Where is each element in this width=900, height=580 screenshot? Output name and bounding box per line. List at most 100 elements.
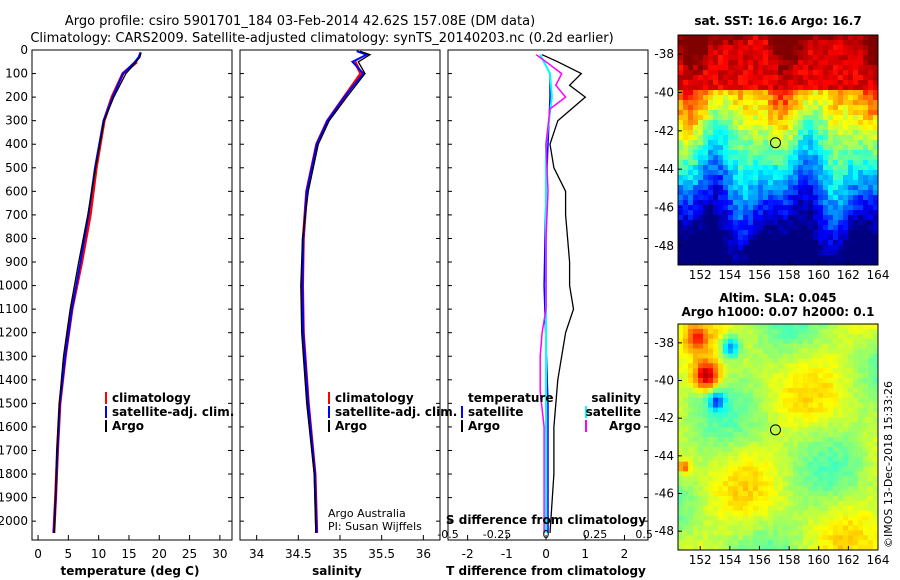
map-cell xyxy=(778,387,784,394)
map-cell xyxy=(868,328,874,335)
map-cell xyxy=(858,155,864,161)
map-cell xyxy=(753,387,759,394)
map-cell xyxy=(763,105,769,111)
map-cell xyxy=(708,145,714,151)
map-cell xyxy=(783,120,789,126)
map-cell xyxy=(828,40,834,46)
map-cell xyxy=(683,437,689,443)
map-cell xyxy=(678,432,684,438)
map-cell xyxy=(853,471,859,477)
map-cell xyxy=(823,417,829,423)
map-cell xyxy=(763,225,769,231)
map-cell xyxy=(828,255,834,261)
map-y-tick-label: -42 xyxy=(654,124,674,138)
map-cell xyxy=(768,491,774,497)
map-cell xyxy=(863,432,869,438)
map-cell xyxy=(833,432,839,438)
map-cell xyxy=(763,135,769,141)
map-cell xyxy=(773,338,779,344)
map-cell xyxy=(738,155,744,161)
map-cell xyxy=(853,466,859,472)
map-cell xyxy=(763,110,769,116)
map-cell xyxy=(698,35,704,41)
map-cell xyxy=(688,456,694,462)
map-cell xyxy=(808,90,814,96)
map-cell xyxy=(843,397,849,403)
map-cell xyxy=(838,190,844,196)
map-cell xyxy=(708,130,714,136)
map-cell xyxy=(743,205,749,211)
map-cell xyxy=(828,417,834,423)
map-cell xyxy=(738,348,744,354)
map-cell xyxy=(853,328,859,335)
map-cell xyxy=(728,105,734,111)
map-cell xyxy=(698,180,704,186)
map-cell xyxy=(743,486,749,492)
map-cell xyxy=(713,100,719,106)
map-cell xyxy=(873,250,879,256)
map-cell xyxy=(803,392,809,398)
map-cell xyxy=(723,155,729,161)
map-cell xyxy=(868,80,874,86)
map-cell xyxy=(758,333,764,340)
map-cell xyxy=(753,437,759,443)
map-cell xyxy=(758,392,764,398)
map-cell xyxy=(798,130,804,136)
map-cell xyxy=(808,520,814,526)
map-cell xyxy=(873,481,879,487)
map-cell xyxy=(753,343,759,349)
map-cell xyxy=(798,150,804,156)
map-cell xyxy=(743,481,749,487)
map-cell xyxy=(698,145,704,151)
map-cell xyxy=(828,471,834,477)
map-cell xyxy=(768,382,774,389)
map-cell xyxy=(858,348,864,354)
map-cell xyxy=(798,235,804,241)
map-cell xyxy=(808,160,814,166)
map-cell xyxy=(688,515,694,521)
map-cell xyxy=(773,402,779,408)
map-cell xyxy=(803,520,809,526)
map-cell xyxy=(813,50,819,56)
map-cell xyxy=(848,348,854,354)
map-cell xyxy=(763,260,769,266)
map-cell xyxy=(833,505,839,511)
map-cell xyxy=(703,105,709,111)
map-cell xyxy=(823,200,829,206)
map-cell xyxy=(718,95,724,101)
map-cell xyxy=(783,165,789,171)
map-cell xyxy=(803,432,809,438)
map-cell xyxy=(868,481,874,487)
map-cell xyxy=(748,422,754,428)
map-cell xyxy=(868,125,874,131)
map-cell xyxy=(678,235,684,241)
map-cell xyxy=(678,175,684,181)
map-cell xyxy=(788,353,794,359)
map-cell xyxy=(713,85,719,91)
map-cell xyxy=(738,165,744,171)
map-cell xyxy=(823,165,829,171)
map-cell xyxy=(853,437,859,443)
map-cell xyxy=(868,432,874,438)
map-cell xyxy=(808,397,814,403)
map-cell xyxy=(753,200,759,206)
map-cell xyxy=(738,135,744,141)
map-cell xyxy=(678,505,684,511)
map-cell xyxy=(688,195,694,201)
map-y-tick-label: -42 xyxy=(654,411,674,425)
map-cell xyxy=(843,402,849,408)
map-cell xyxy=(683,382,689,389)
map-cell xyxy=(743,333,749,340)
map-cell xyxy=(858,441,864,448)
map-cell xyxy=(813,382,819,389)
map-cell xyxy=(703,50,709,56)
map-cell xyxy=(843,378,849,384)
map-cell xyxy=(868,85,874,91)
map-cell xyxy=(813,515,819,521)
map-cell xyxy=(808,230,814,236)
map-cell xyxy=(838,461,844,467)
map-cell xyxy=(778,230,784,236)
map-cell xyxy=(678,437,684,443)
map-cell xyxy=(723,255,729,261)
map-cell xyxy=(738,491,744,497)
